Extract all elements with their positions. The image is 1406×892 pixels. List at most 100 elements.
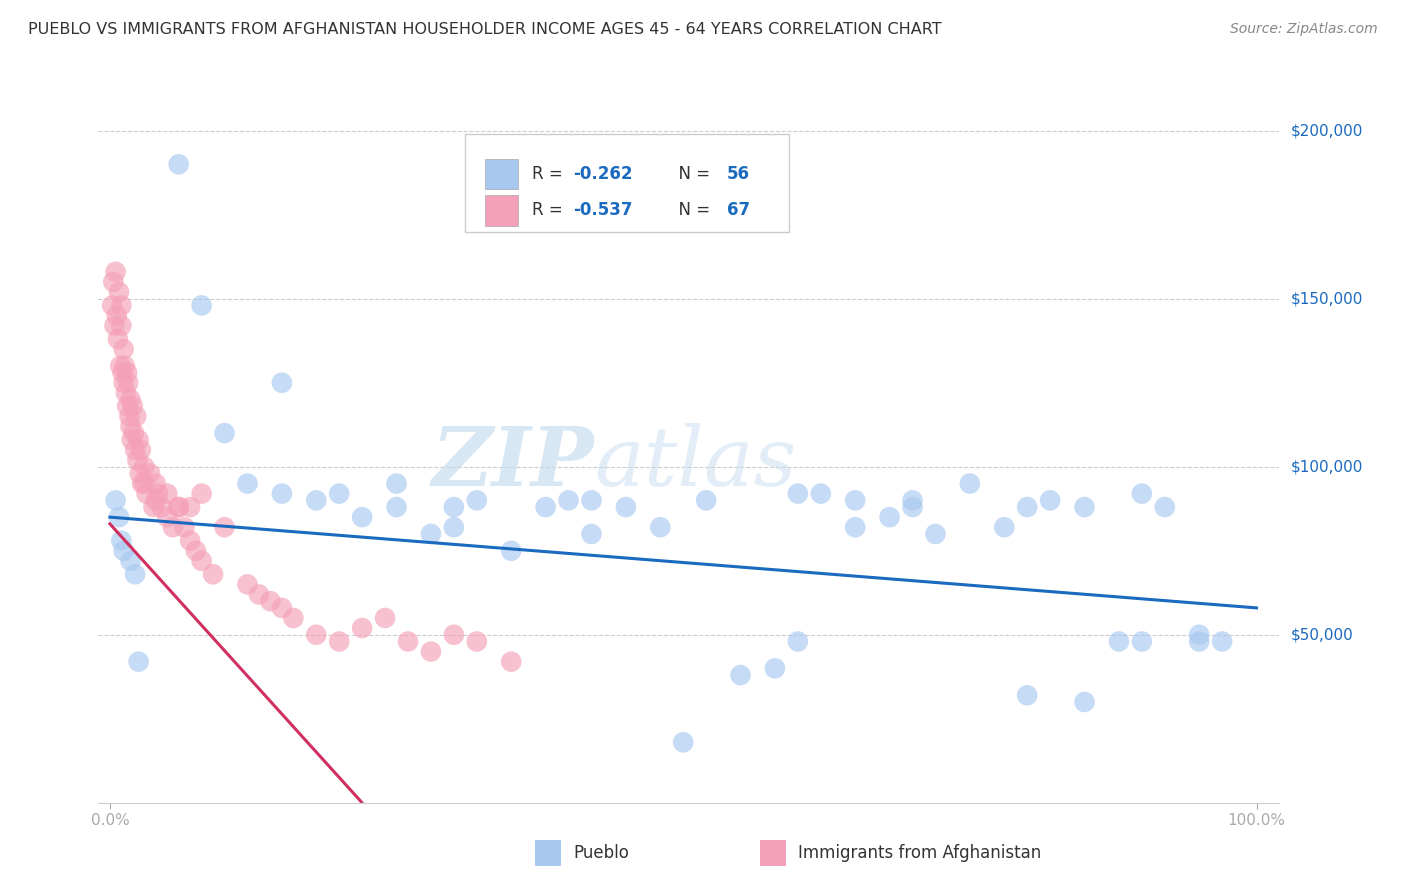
Point xyxy=(786,634,808,648)
Point xyxy=(162,520,184,534)
Point xyxy=(695,493,717,508)
Point xyxy=(124,442,146,457)
Point xyxy=(501,655,523,669)
Point xyxy=(117,376,139,390)
Point xyxy=(111,366,134,380)
Point xyxy=(352,510,374,524)
Point xyxy=(305,628,328,642)
Point xyxy=(145,493,167,508)
Point xyxy=(120,392,142,407)
Text: R =: R = xyxy=(531,202,568,219)
Point xyxy=(107,332,129,346)
Point xyxy=(1188,628,1211,642)
Text: ZIP: ZIP xyxy=(432,423,595,503)
Point xyxy=(901,500,924,514)
Point xyxy=(190,554,212,568)
Point xyxy=(184,543,207,558)
FancyBboxPatch shape xyxy=(485,195,517,226)
Point xyxy=(730,668,752,682)
Text: $50,000: $50,000 xyxy=(1291,627,1354,642)
Point xyxy=(650,520,672,534)
Point xyxy=(156,510,179,524)
Point xyxy=(1211,634,1233,648)
Point xyxy=(501,543,523,558)
Point xyxy=(112,543,135,558)
Point xyxy=(150,500,173,514)
Text: -0.537: -0.537 xyxy=(574,202,633,219)
Point xyxy=(190,486,212,500)
Point xyxy=(121,399,143,413)
Point xyxy=(810,486,832,500)
Point xyxy=(581,493,603,508)
Point xyxy=(110,318,132,333)
Point xyxy=(385,500,408,514)
Point xyxy=(108,285,131,299)
Point xyxy=(557,493,579,508)
Point xyxy=(270,376,292,390)
Point xyxy=(993,520,1015,534)
Point xyxy=(959,476,981,491)
FancyBboxPatch shape xyxy=(536,840,561,866)
Point xyxy=(115,399,138,413)
Point xyxy=(465,493,488,508)
Point xyxy=(202,567,225,582)
Point xyxy=(108,510,131,524)
Point xyxy=(328,634,350,648)
Point xyxy=(115,385,138,400)
Point xyxy=(112,376,135,390)
Point xyxy=(1017,688,1039,702)
Point xyxy=(844,520,866,534)
Point xyxy=(128,467,150,481)
FancyBboxPatch shape xyxy=(485,159,517,189)
Point xyxy=(145,476,167,491)
Point xyxy=(122,426,145,441)
Text: R =: R = xyxy=(531,165,568,183)
Point xyxy=(128,655,150,669)
Point xyxy=(110,533,132,548)
Point xyxy=(103,318,125,333)
Text: N =: N = xyxy=(668,202,716,219)
Point xyxy=(128,433,150,447)
Point xyxy=(104,265,127,279)
Point xyxy=(1017,500,1039,514)
Point xyxy=(305,493,328,508)
Text: $200,000: $200,000 xyxy=(1291,123,1362,138)
Text: 56: 56 xyxy=(727,165,749,183)
Text: Immigrants from Afghanistan: Immigrants from Afghanistan xyxy=(797,845,1040,863)
Point xyxy=(214,520,236,534)
Point xyxy=(465,634,488,648)
Text: PUEBLO VS IMMIGRANTS FROM AFGHANISTAN HOUSEHOLDER INCOME AGES 45 - 64 YEARS CORR: PUEBLO VS IMMIGRANTS FROM AFGHANISTAN HO… xyxy=(28,22,942,37)
Point xyxy=(763,661,786,675)
Point xyxy=(105,309,128,323)
Point xyxy=(236,476,259,491)
Point xyxy=(124,567,146,582)
Point xyxy=(1188,634,1211,648)
Point xyxy=(167,500,190,514)
Point xyxy=(879,510,901,524)
Point xyxy=(1108,634,1130,648)
Point xyxy=(1073,695,1095,709)
Point xyxy=(614,500,637,514)
Point xyxy=(118,409,141,424)
Point xyxy=(270,486,292,500)
Point xyxy=(121,433,143,447)
Point xyxy=(120,419,142,434)
Point xyxy=(259,594,281,608)
Point xyxy=(115,366,138,380)
Point xyxy=(443,628,465,642)
Point xyxy=(420,644,443,658)
Point xyxy=(173,520,195,534)
Point xyxy=(142,500,165,514)
Point xyxy=(214,426,236,441)
Point xyxy=(270,600,292,615)
Point xyxy=(114,359,136,373)
Point xyxy=(134,476,156,491)
Point xyxy=(190,298,212,312)
Point xyxy=(443,520,465,534)
Point xyxy=(534,500,557,514)
FancyBboxPatch shape xyxy=(759,840,786,866)
Point xyxy=(283,611,305,625)
Point xyxy=(443,500,465,514)
Point xyxy=(129,442,152,457)
Point xyxy=(167,500,190,514)
